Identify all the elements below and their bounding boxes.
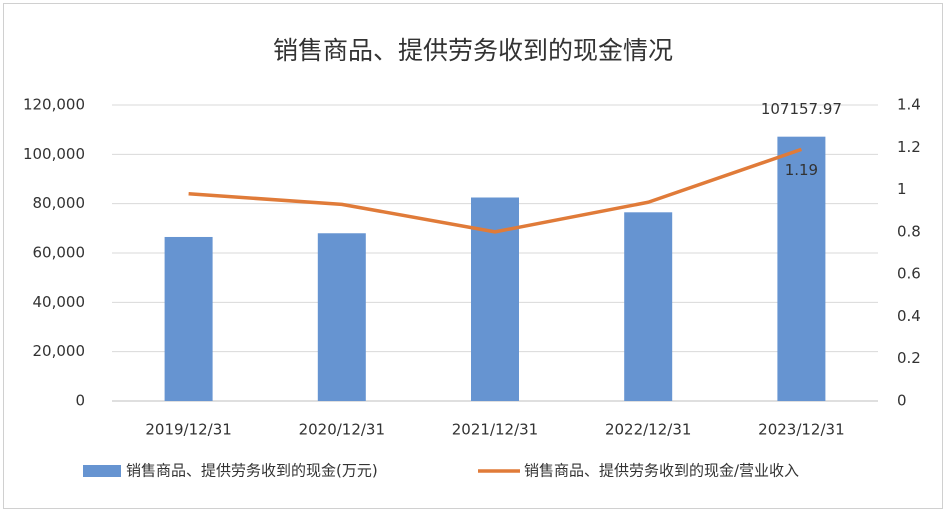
y-tick-label: 20,000 bbox=[33, 342, 86, 360]
x-tick-label: 2022/12/31 bbox=[605, 421, 691, 439]
data-label: 107157.97 bbox=[761, 100, 842, 118]
y2-tick-label: 0.6 bbox=[897, 265, 921, 283]
line bbox=[188, 147, 802, 234]
y2-tick-label: 1.4 bbox=[897, 96, 921, 114]
bar bbox=[317, 233, 366, 401]
y-tick-label: 0 bbox=[75, 392, 85, 410]
y2-tick-label: 1.2 bbox=[897, 138, 921, 156]
y-tick-label: 40,000 bbox=[33, 293, 86, 311]
legend-label: 销售商品、提供劳务收到的现金/营业收入 bbox=[524, 462, 799, 480]
bar bbox=[164, 236, 213, 401]
y-tick-label: 120,000 bbox=[23, 96, 85, 114]
x-tick-label: 2023/12/31 bbox=[758, 421, 844, 439]
bar bbox=[777, 136, 826, 401]
y-tick-label: 100,000 bbox=[23, 145, 85, 163]
y2-tick-label: 0.4 bbox=[897, 307, 921, 325]
y2-tick-label: 0 bbox=[897, 392, 907, 410]
y-tick-label: 80,000 bbox=[33, 194, 86, 212]
legend-swatch bbox=[83, 465, 121, 477]
bar bbox=[624, 212, 673, 401]
y2-tick-label: 1 bbox=[897, 180, 907, 198]
y2-tick-label: 0.8 bbox=[897, 222, 921, 240]
x-tick-label: 2019/12/31 bbox=[145, 421, 231, 439]
y-tick-label: 60,000 bbox=[33, 244, 86, 262]
chart-title: 销售商品、提供劳务收到的现金情况 bbox=[273, 36, 673, 65]
x-tick-label: 2020/12/31 bbox=[299, 421, 385, 439]
x-tick-label: 2021/12/31 bbox=[452, 421, 538, 439]
y2-tick-label: 0.2 bbox=[897, 349, 921, 367]
data-label: 1.19 bbox=[785, 161, 818, 179]
legend-label: 销售商品、提供劳务收到的现金(万元) bbox=[126, 462, 378, 480]
